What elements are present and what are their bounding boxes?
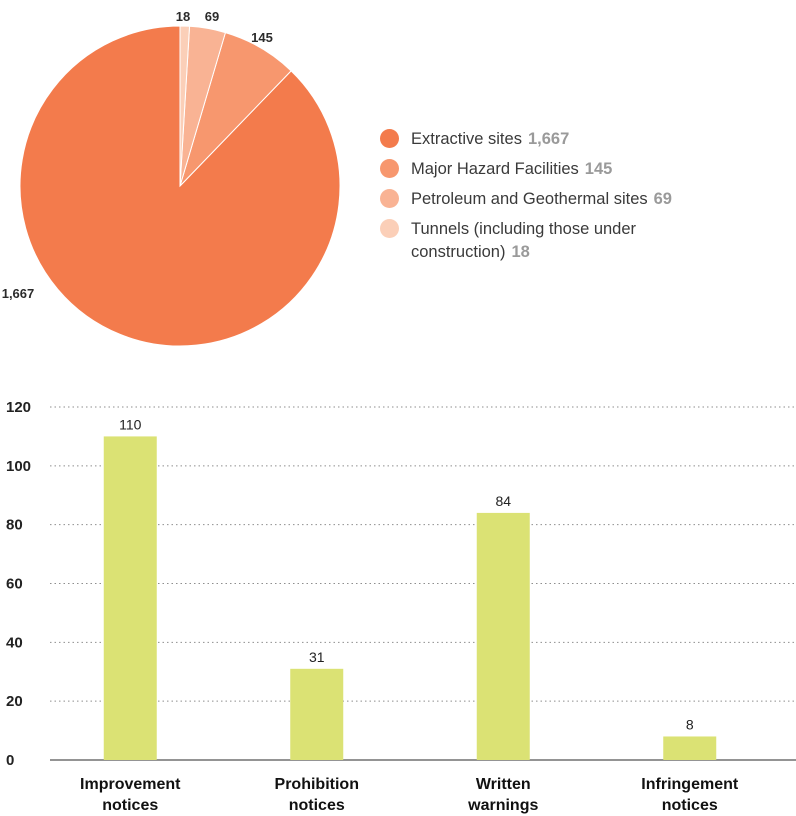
pie-value-label: 145 [251, 30, 273, 45]
pie-value-label: 18 [176, 9, 190, 24]
x-category-label: warnings [467, 797, 538, 814]
y-tick-label: 80 [6, 517, 23, 534]
y-tick-label: 0 [6, 752, 14, 769]
x-category-label: Infringement [641, 776, 739, 793]
bar-value-label: 110 [119, 416, 142, 432]
legend-value: 1,667 [527, 130, 570, 148]
x-category-label: Improvement [80, 776, 181, 793]
x-category-label: notices [289, 797, 345, 814]
y-tick-label: 60 [6, 576, 23, 593]
legend-value: 69 [653, 190, 672, 208]
pie-value-label: 1,667 [2, 286, 35, 301]
pie-slice [179, 25, 191, 187]
legend-item: Petroleum and Geothermal sites 69 [380, 188, 780, 211]
legend-item: Major Hazard Facilities 145 [380, 158, 780, 181]
legend-label: Extractive sites [411, 130, 522, 148]
bar-chart: 0 20 40 60 80 100 120 110 Improvement notices 31 Pr… [6, 399, 796, 814]
legend-value: 18 [511, 243, 530, 261]
legend-swatch [380, 129, 399, 148]
bar-value-label: 8 [686, 716, 694, 732]
legend-text: Tunnels (including those under construct… [411, 218, 721, 264]
bar [290, 668, 344, 760]
bar [476, 512, 530, 760]
pie-chart: 1,667 145 69 18 [2, 9, 341, 347]
bar-value-label: 84 [495, 493, 511, 509]
pie-legend: Extractive sites 1,667 Major Hazard Facili… [380, 128, 780, 271]
legend-value: 145 [584, 160, 613, 178]
x-category-label: notices [102, 797, 158, 814]
legend-label: Tunnels (including those under construct… [411, 220, 637, 261]
x-category-label: Written [476, 776, 531, 793]
legend-label: Major Hazard Facilities [411, 160, 579, 178]
bar [663, 736, 717, 760]
legend-label: Petroleum and Geothermal sites [411, 190, 648, 208]
legend-swatch [380, 189, 399, 208]
legend-item: Extractive sites 1,667 [380, 128, 780, 151]
x-category-label: Prohibition [275, 776, 359, 793]
legend-text: Petroleum and Geothermal sites 69 [411, 188, 672, 211]
legend-swatch [380, 219, 399, 238]
legend-text: Major Hazard Facilities 145 [411, 158, 612, 181]
y-tick-label: 100 [6, 458, 31, 475]
y-tick-label: 120 [6, 399, 31, 416]
legend-text: Extractive sites 1,667 [411, 128, 569, 151]
pie-value-label: 69 [205, 9, 219, 24]
bar [103, 436, 157, 760]
x-category-label: notices [662, 797, 718, 814]
legend-swatch [380, 159, 399, 178]
bar-value-label: 31 [309, 649, 325, 665]
legend-item: Tunnels (including those under construct… [380, 218, 780, 264]
y-tick-label: 20 [6, 693, 23, 710]
y-tick-label: 40 [6, 634, 23, 651]
